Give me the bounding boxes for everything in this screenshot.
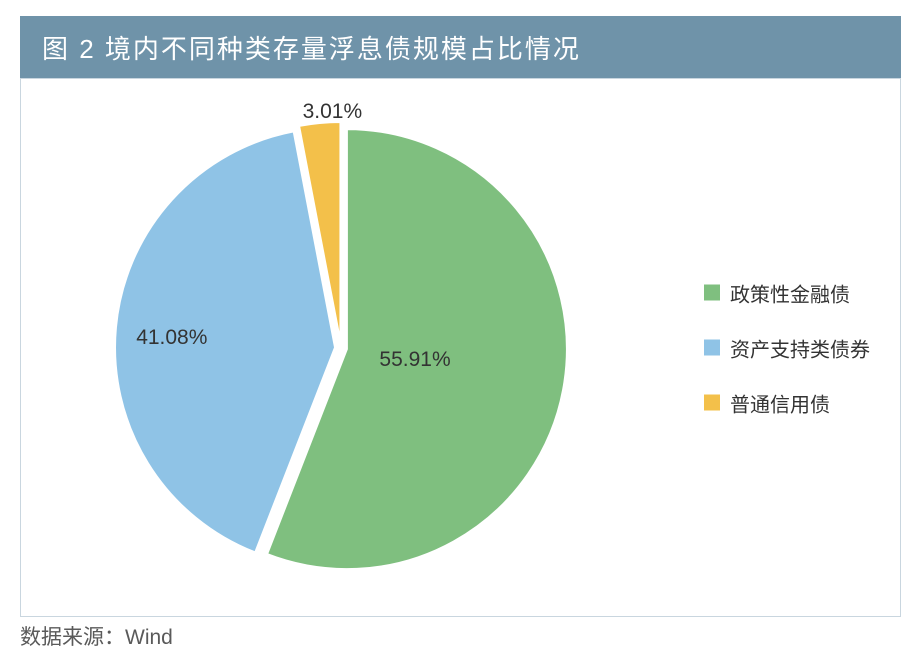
legend-swatch — [704, 285, 720, 301]
data-source: 数据来源：Wind — [20, 621, 173, 651]
pie-slice-label: 41.08% — [136, 326, 207, 350]
legend-item: 政策性金融债 — [704, 278, 870, 307]
pie-slice-label: 3.01% — [303, 100, 363, 124]
pie-slice-label: 55.91% — [379, 348, 450, 372]
legend: 政策性金融债资产支持类债券普通信用债 — [704, 278, 870, 417]
legend-label: 普通信用债 — [730, 388, 830, 417]
figure-title: 图 2 境内不同种类存量浮息债规模占比情况 — [42, 29, 581, 66]
figure-title-bar: 图 2 境内不同种类存量浮息债规模占比情况 — [20, 16, 901, 78]
chart-area: 55.91% 41.08% 3.01% 政策性金融债资产支持类债券普通信用债 — [20, 78, 901, 617]
legend-swatch — [704, 340, 720, 356]
legend-item: 资产支持类债券 — [704, 333, 870, 362]
data-source-text: 数据来源：Wind — [20, 626, 173, 649]
legend-swatch — [704, 395, 720, 411]
figure-frame: 图 2 境内不同种类存量浮息债规模占比情况 55.91% 41.08% 3.01% … — [0, 0, 921, 659]
pie-wrap: 55.91% 41.08% 3.01% — [21, 79, 661, 616]
legend-label: 资产支持类债券 — [730, 333, 870, 362]
legend-label: 政策性金融债 — [730, 278, 850, 307]
legend-item: 普通信用债 — [704, 388, 870, 417]
